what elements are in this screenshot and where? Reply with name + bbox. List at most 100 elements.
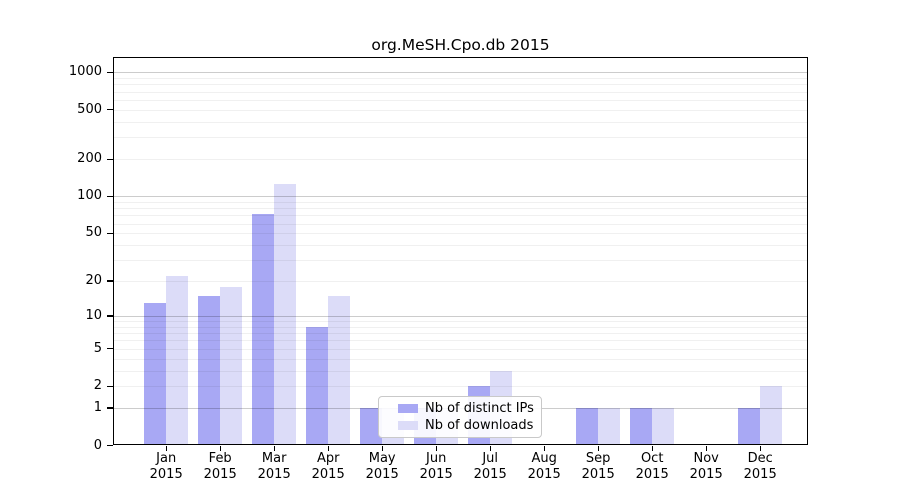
bar-mar-distinct-ips <box>252 213 275 446</box>
gridline-3 <box>113 370 809 372</box>
x-tick-year: 2015 <box>149 466 183 482</box>
bar-oct-downloads <box>652 408 674 446</box>
gridline-30 <box>113 260 809 262</box>
grid-layer <box>113 57 809 445</box>
x-tick-label-nov: Nov 2015 <box>679 451 733 482</box>
gridline-800 <box>113 84 809 86</box>
bar-sep-distinct-ips <box>576 408 599 446</box>
gridline-70 <box>113 215 809 217</box>
x-tick-year: 2015 <box>527 466 561 482</box>
x-tick-year: 2015 <box>365 466 399 482</box>
gridline-40 <box>113 244 809 246</box>
gridline-4 <box>113 358 809 360</box>
x-tick-year: 2015 <box>635 466 669 482</box>
bar-apr-downloads <box>328 295 350 446</box>
bar-feb-distinct-ips <box>198 295 221 446</box>
y-tick-label: 0 <box>93 437 102 453</box>
gridline-500 <box>113 109 809 111</box>
plot-area: Nb of distinct IPs Nb of downloads <box>113 57 809 446</box>
x-tick-label-jan: Jan 2015 <box>139 451 193 482</box>
gridline-10 <box>113 316 809 317</box>
y-tick-label: 5 <box>93 340 102 356</box>
y-tick-label: 1000 <box>68 64 102 80</box>
gridline-100 <box>113 196 809 198</box>
gridline-900 <box>113 78 809 80</box>
gridline-700 <box>113 91 809 93</box>
gridline-1000 <box>113 72 809 74</box>
gridline-2 <box>113 386 809 388</box>
y-tick-label: 100 <box>77 188 102 204</box>
x-axis-tick <box>651 445 653 451</box>
chart-title: org.MeSH.Cpo.db 2015 <box>371 36 550 54</box>
gridline-5 <box>113 348 809 350</box>
x-tick-year: 2015 <box>311 466 345 482</box>
x-axis-tick <box>219 445 221 451</box>
x-tick-label-apr: Apr 2015 <box>301 451 355 482</box>
y-tick-label: 10 <box>85 308 102 323</box>
x-tick-label-mar: Mar 2015 <box>247 451 301 482</box>
x-tick-label-aug: Aug 2015 <box>517 451 571 482</box>
gridline-200 <box>113 159 809 161</box>
x-axis-tick <box>435 445 437 451</box>
x-tick-year: 2015 <box>689 466 723 482</box>
legend-swatch-distinct-ips <box>397 404 418 413</box>
gridline-6 <box>113 340 809 342</box>
y-tick-label: 20 <box>85 273 102 289</box>
x-tick-year: 2015 <box>203 466 237 482</box>
y-tick-label: 50 <box>85 225 102 241</box>
y-tick-label: 500 <box>77 101 102 117</box>
x-tick-label-jun: Jun 2015 <box>409 451 463 482</box>
legend-label-distinct-ips: Nb of distinct IPs <box>424 400 534 416</box>
gridline-600 <box>113 99 809 101</box>
x-axis-tick <box>489 445 491 451</box>
gridline-20 <box>113 281 809 283</box>
bar-may-distinct-ips <box>360 408 383 446</box>
gridline-8 <box>113 326 809 328</box>
x-axis-tick <box>273 445 275 451</box>
legend-item-downloads: Nb of downloads <box>397 417 541 433</box>
x-axis-tick <box>327 445 329 451</box>
x-tick-label-dec: Dec 2015 <box>733 451 787 482</box>
x-axis-tick <box>705 445 707 451</box>
bar-dec-downloads <box>760 386 782 446</box>
gridline-7 <box>113 333 809 335</box>
bar-feb-downloads <box>220 286 242 446</box>
bar-apr-distinct-ips <box>306 326 329 446</box>
x-tick-year: 2015 <box>257 466 291 482</box>
x-axis-tick <box>597 445 599 451</box>
y-tick-label: 200 <box>77 151 102 167</box>
gridline-9 <box>113 321 809 323</box>
x-tick-label-sep: Sep 2015 <box>571 451 625 482</box>
legend: Nb of distinct IPs Nb of downloads <box>377 395 542 438</box>
x-tick-label-jul: Jul 2015 <box>463 451 517 482</box>
x-axis-tick <box>759 445 761 451</box>
bar-mar-downloads <box>274 184 296 446</box>
x-tick-year: 2015 <box>419 466 453 482</box>
bar-oct-distinct-ips <box>630 408 653 446</box>
x-axis-tick <box>165 445 167 451</box>
bar-sep-downloads <box>598 408 620 446</box>
gridline-300 <box>113 137 809 139</box>
y-tick-label: 1 <box>93 400 102 416</box>
gridline-60 <box>113 223 809 225</box>
bar-jan-downloads <box>166 276 188 446</box>
x-tick-year: 2015 <box>581 466 615 482</box>
x-tick-label-oct: Oct 2015 <box>625 451 679 482</box>
bar-jan-distinct-ips <box>144 302 167 446</box>
legend-swatch-downloads <box>397 421 418 430</box>
x-axis-tick <box>381 445 383 451</box>
x-tick-year: 2015 <box>473 466 507 482</box>
legend-label-downloads: Nb of downloads <box>424 417 534 433</box>
x-axis-tick <box>543 445 545 451</box>
y-tick-label: 2 <box>93 378 102 394</box>
gridline-50 <box>113 233 809 235</box>
gridline-400 <box>113 121 809 123</box>
gridline-90 <box>113 201 809 203</box>
x-tick-label-may: May 2015 <box>355 451 409 482</box>
x-tick-year: 2015 <box>743 466 777 482</box>
x-tick-label-feb: Feb 2015 <box>193 451 247 482</box>
legend-item-distinct-ips: Nb of distinct IPs <box>397 400 541 416</box>
gridline-80 <box>113 208 809 210</box>
bar-dec-distinct-ips <box>738 408 761 446</box>
